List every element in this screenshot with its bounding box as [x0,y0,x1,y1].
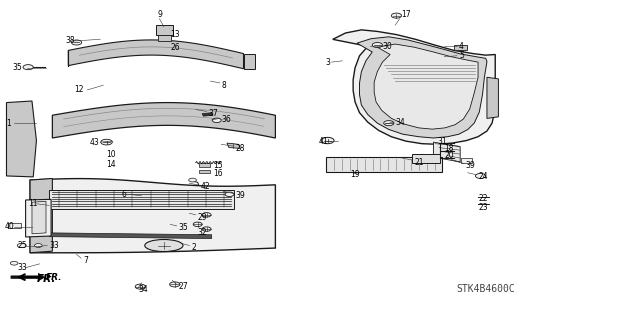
Text: 32: 32 [198,228,207,237]
Text: 34: 34 [395,118,405,127]
Polygon shape [11,273,45,281]
Polygon shape [52,103,275,138]
Text: 18: 18 [444,144,454,153]
Text: 21: 21 [414,158,424,167]
Text: 36: 36 [221,115,231,124]
Circle shape [189,178,196,182]
Circle shape [225,192,234,197]
Text: 30: 30 [383,42,392,51]
FancyBboxPatch shape [156,25,173,35]
Text: 16: 16 [213,169,223,178]
FancyBboxPatch shape [412,154,440,163]
Circle shape [35,244,42,248]
Bar [199,163,211,167]
Ellipse shape [145,240,183,251]
Text: 25: 25 [17,241,27,250]
Polygon shape [433,142,460,162]
Polygon shape [30,178,52,253]
Text: 33: 33 [17,263,27,272]
Text: 22: 22 [478,194,488,203]
Text: 3: 3 [325,58,330,67]
Text: 39: 39 [465,161,475,170]
Circle shape [100,139,112,145]
Polygon shape [202,113,213,116]
Text: 42: 42 [200,182,210,191]
Polygon shape [227,143,241,148]
Bar [461,158,472,163]
Text: 27: 27 [179,282,188,291]
Text: 41: 41 [319,137,328,146]
Text: 39: 39 [236,191,246,200]
Text: 13: 13 [170,30,180,39]
Text: 43: 43 [90,137,99,147]
Text: 33: 33 [49,241,59,250]
Text: FR.: FR. [46,273,63,282]
Text: 24: 24 [478,172,488,182]
Text: 12: 12 [75,85,84,94]
Text: 35: 35 [13,63,22,72]
Circle shape [202,213,211,217]
Polygon shape [68,40,244,69]
Bar [199,170,211,174]
Circle shape [170,282,180,287]
FancyBboxPatch shape [326,157,442,172]
Text: 19: 19 [351,170,360,179]
Text: 15: 15 [213,161,223,170]
Text: 7: 7 [83,256,88,264]
Circle shape [23,65,33,70]
Circle shape [202,227,211,231]
Polygon shape [49,233,212,239]
Text: 31: 31 [438,137,447,146]
Text: STK4B4600C: STK4B4600C [456,284,515,294]
Bar [8,223,20,228]
Circle shape [392,13,401,18]
Text: 14: 14 [106,160,116,169]
Circle shape [10,261,18,265]
Circle shape [212,118,221,122]
Circle shape [193,222,202,226]
Text: 37: 37 [209,109,218,118]
Text: FR.: FR. [36,274,56,284]
Text: 1: 1 [6,119,12,128]
Polygon shape [26,199,51,237]
Circle shape [372,42,383,48]
Circle shape [476,174,486,178]
Text: 40: 40 [4,222,14,231]
Text: 34: 34 [138,285,148,294]
Polygon shape [454,45,467,50]
Text: 10: 10 [106,150,116,159]
Text: 8: 8 [221,81,226,90]
Circle shape [321,137,334,144]
Text: 29: 29 [198,212,207,222]
Polygon shape [244,54,255,69]
Polygon shape [49,189,234,209]
Text: 28: 28 [236,144,245,153]
FancyBboxPatch shape [158,35,171,41]
Circle shape [72,40,82,45]
Text: 38: 38 [65,36,75,45]
Circle shape [384,121,394,126]
Circle shape [17,243,26,248]
Text: 11: 11 [28,199,38,208]
Circle shape [135,284,145,289]
Text: 17: 17 [401,10,411,19]
Text: 20: 20 [444,151,454,160]
Text: 4: 4 [459,42,464,51]
Polygon shape [374,44,478,129]
Text: 5: 5 [459,51,464,60]
Polygon shape [357,37,487,138]
Polygon shape [487,77,499,118]
Text: 6: 6 [121,190,126,199]
Text: 26: 26 [170,43,180,52]
Text: 2: 2 [191,243,196,252]
Polygon shape [333,30,495,144]
Text: 35: 35 [179,223,188,232]
Polygon shape [32,201,46,234]
Polygon shape [6,101,36,177]
Text: 9: 9 [157,10,163,19]
Text: 23: 23 [478,203,488,212]
Polygon shape [30,179,275,253]
